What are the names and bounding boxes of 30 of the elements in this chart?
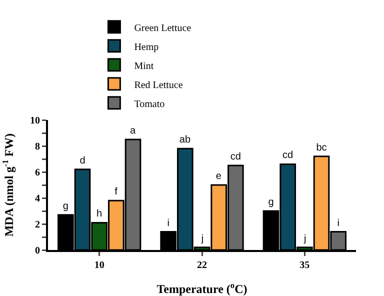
data-label: cd — [230, 152, 241, 162]
data-label: bc — [316, 142, 327, 154]
legend-label: Tomato — [134, 98, 165, 110]
data-label: i — [167, 218, 170, 229]
legend-label: Red Lettuce — [134, 80, 184, 91]
x-tick-label: 22 — [197, 260, 207, 271]
data-label: g — [268, 197, 274, 208]
data-label: d — [80, 155, 86, 166]
x-axis-title: Temperature ($^{o}$C) — [156, 280, 248, 296]
data-label: j — [303, 233, 306, 244]
data-label: i — [337, 218, 340, 229]
data-label: h — [96, 208, 102, 220]
legend-label: Green Lettuce — [134, 22, 192, 34]
data-label: f — [114, 186, 118, 198]
x-tick-label: 35 — [300, 260, 310, 271]
data-label: g — [62, 200, 68, 212]
y-tick-label: 6 — [35, 168, 40, 178]
y-tick-label: 4 — [35, 194, 40, 204]
legend-label: Hemp — [134, 42, 159, 53]
y-tick-label: 2 — [35, 220, 40, 230]
y-tick-label: 8 — [35, 142, 40, 152]
data-label: j — [200, 233, 204, 244]
legend-label: Mint — [134, 60, 154, 72]
y-tick-label: 0 — [35, 246, 40, 256]
y-tick-label: 10 — [30, 116, 40, 126]
data-label: ab — [179, 134, 191, 146]
x-tick-label: 10 — [94, 260, 104, 271]
data-label: e — [216, 171, 222, 182]
data-label: a — [130, 126, 136, 136]
data-label: cd — [282, 150, 294, 162]
